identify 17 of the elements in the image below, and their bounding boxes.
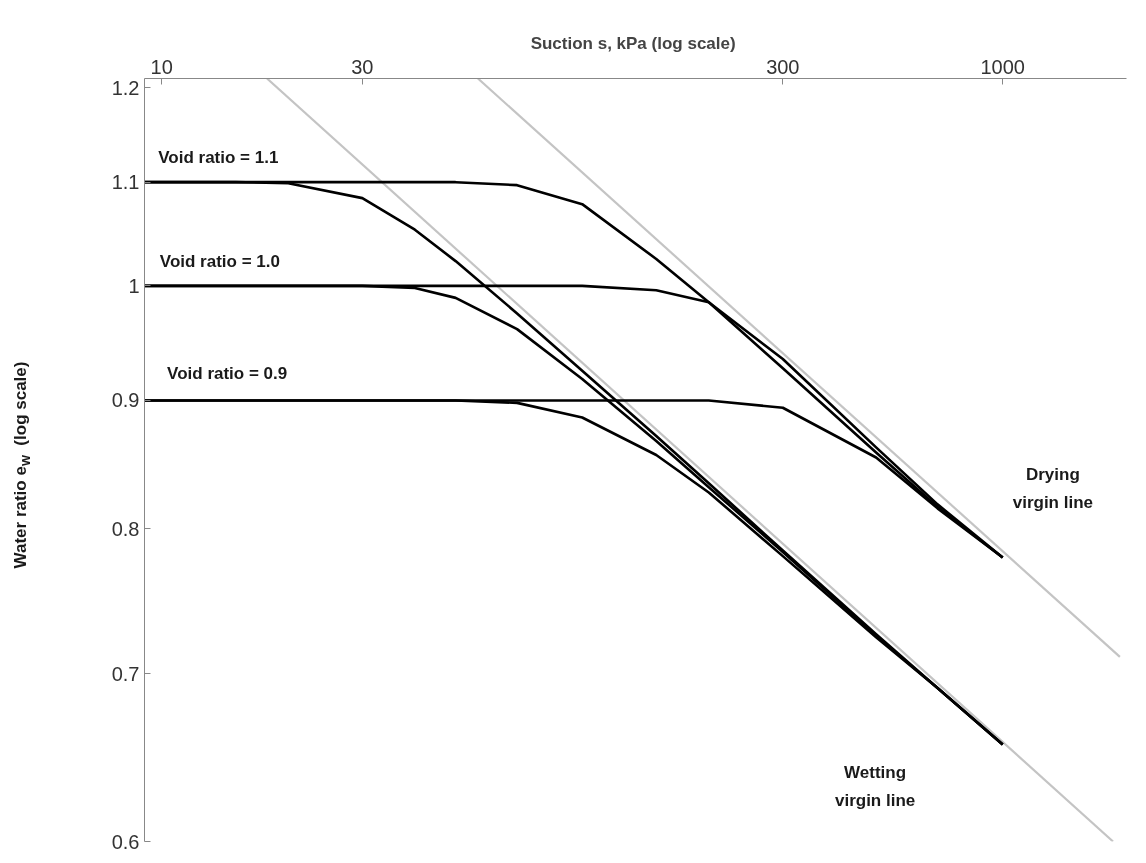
x-axis-title: Suction s, kPa (log scale) [530, 33, 736, 53]
annotation: Drying virgin line [1012, 464, 1093, 512]
annotation: Wetting virgin line [834, 763, 916, 810]
annotation: Void ratio = 1.1 [158, 148, 279, 168]
x-tick-label: 300 [766, 55, 800, 78]
y-tick-label: 0.7 [111, 662, 140, 685]
y-tick-label: 1.1 [111, 171, 140, 194]
y-tick-label: 1 [128, 274, 140, 297]
y-tick-label: 0.8 [111, 517, 140, 540]
y-tick-label: 0.6 [111, 830, 140, 853]
y-tick-label: 1.2 [111, 76, 140, 99]
x-tick-label: 30 [351, 55, 374, 78]
annotation: Void ratio = 1.0 [159, 252, 280, 272]
x-tick-label: 10 [150, 55, 173, 78]
y-tick-label: 0.9 [111, 389, 140, 412]
x-tick-label: 1000 [980, 55, 1025, 78]
annotation: Void ratio = 0.9 [167, 363, 288, 383]
